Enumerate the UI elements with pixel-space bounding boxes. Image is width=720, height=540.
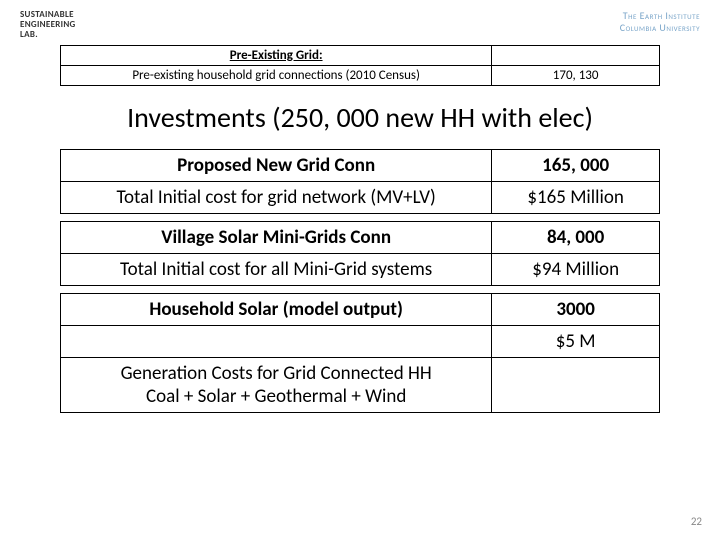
t2-r2-label: Total Initial cost for grid network (MV+…	[61, 181, 492, 213]
slide-content: Pre-Existing Grid: Pre-existing househol…	[0, 45, 720, 413]
t2-r3-value: 84, 000	[492, 221, 660, 253]
table1-header-blank	[492, 45, 660, 65]
t2-r6-blank	[61, 325, 492, 357]
t2-r2-value: $165 Million	[492, 181, 660, 213]
t2-r7-label-l1: Generation Costs for Grid Connected HH	[121, 362, 432, 385]
t2-r3-label: Village Solar Mini-Grids Conn	[61, 221, 492, 253]
logo-right-line2: Columbia University	[620, 22, 700, 34]
t2-r7-label-l2: Coal + Solar + Geothermal + Wind	[146, 385, 406, 408]
t2-r5-label: Household Solar (model output)	[61, 293, 492, 325]
investments-table: Proposed New Grid Conn 165, 000 Total In…	[60, 149, 660, 413]
table1-row1-label: Pre-existing household grid connections …	[61, 65, 492, 85]
t2-r4-value: $94 Million	[492, 253, 660, 285]
page-number: 22	[691, 515, 702, 528]
t2-r4-label: Total Initial cost for all Mini-Grid sys…	[61, 253, 492, 285]
t2-r7-blank	[492, 357, 660, 412]
t2-r1-value: 165, 000	[492, 149, 660, 181]
t2-r1-label: Proposed New Grid Conn	[61, 149, 492, 181]
table1-header: Pre-Existing Grid:	[61, 45, 492, 65]
logo-sustainable-engineering-lab: SUSTAINABLE ENGINEERING LAB.	[20, 10, 76, 40]
table1-row1-value: 170, 130	[492, 65, 660, 85]
investments-title: Investments (250, 000 new HH with elec)	[60, 100, 660, 135]
t2-r6-value: $5 M	[492, 325, 660, 357]
t2-r7-label: Generation Costs for Grid Connected HH C…	[61, 357, 492, 412]
logo-earth-institute: The Earth Institute Columbia University	[620, 10, 700, 34]
pre-existing-grid-table: Pre-Existing Grid: Pre-existing househol…	[60, 45, 660, 86]
t2-r5-value: 3000	[492, 293, 660, 325]
logo-left-line3: LAB.	[20, 30, 76, 40]
slide-header: SUSTAINABLE ENGINEERING LAB. The Earth I…	[0, 0, 720, 45]
